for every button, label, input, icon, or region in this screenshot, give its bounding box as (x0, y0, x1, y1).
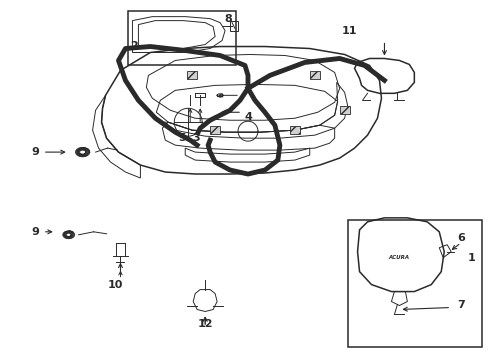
Text: ACURA: ACURA (389, 255, 410, 260)
Text: 8: 8 (224, 14, 232, 24)
Text: 3: 3 (193, 133, 200, 143)
Text: 4: 4 (244, 112, 252, 122)
Text: 2: 2 (130, 41, 138, 50)
Text: 5: 5 (178, 133, 186, 143)
Text: 9: 9 (32, 147, 40, 157)
Text: 12: 12 (197, 319, 213, 329)
Text: 9: 9 (32, 227, 40, 237)
Bar (347, 220, 482, 347)
Text: 11: 11 (342, 26, 357, 36)
Bar (340, 106, 349, 114)
Text: 6: 6 (457, 233, 465, 243)
Bar (290, 126, 300, 134)
Bar (210, 126, 220, 134)
Bar (128, 11, 236, 66)
Text: 1: 1 (467, 253, 475, 263)
Text: 7: 7 (457, 300, 465, 310)
Bar (187, 71, 197, 80)
Bar (310, 71, 319, 80)
Text: 10: 10 (108, 280, 123, 289)
